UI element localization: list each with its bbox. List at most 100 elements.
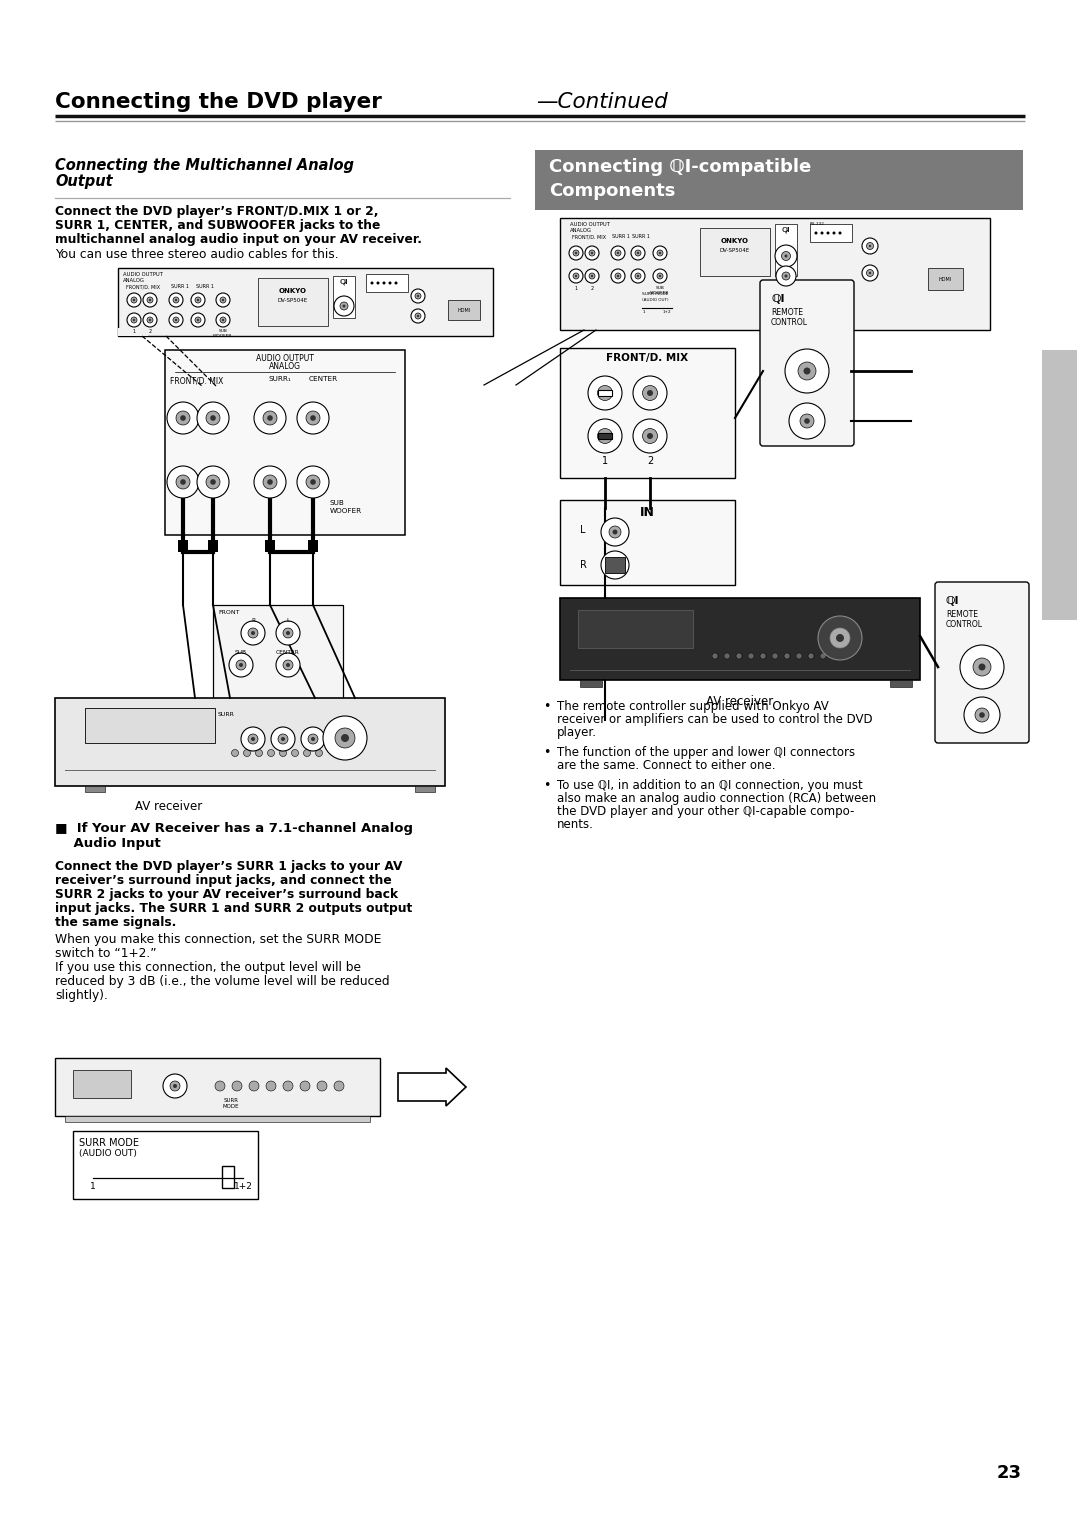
Text: 1+2: 1+2	[663, 310, 672, 313]
Circle shape	[838, 232, 841, 234]
Bar	[213, 707, 343, 762]
Circle shape	[286, 631, 291, 636]
Circle shape	[615, 274, 621, 280]
Circle shape	[814, 232, 818, 234]
Text: multichannel analog audio input on your AV receiver.: multichannel analog audio input on your …	[55, 232, 422, 246]
Circle shape	[657, 274, 663, 280]
Circle shape	[303, 750, 311, 756]
Circle shape	[975, 707, 989, 723]
Circle shape	[615, 251, 621, 257]
Bar	[308, 539, 318, 552]
Text: ■  If Your AV Receiver has a 7.1-channel Analog: ■ If Your AV Receiver has a 7.1-channel …	[55, 822, 413, 834]
Circle shape	[394, 281, 397, 284]
FancyBboxPatch shape	[935, 582, 1029, 743]
Circle shape	[206, 411, 220, 425]
Text: Connect the DVD player’s FRONT/D.MIX 1 or 2,: Connect the DVD player’s FRONT/D.MIX 1 o…	[55, 205, 378, 219]
Circle shape	[149, 299, 151, 301]
Circle shape	[180, 416, 186, 420]
Bar	[448, 299, 480, 319]
Bar	[561, 348, 735, 478]
FancyArrow shape	[399, 1068, 465, 1106]
Text: 1: 1	[90, 1183, 96, 1190]
Text: slightly).: slightly).	[55, 989, 108, 1002]
Circle shape	[635, 251, 642, 257]
Text: AV receiver: AV receiver	[135, 801, 202, 813]
Circle shape	[241, 620, 265, 645]
Text: REMOTE: REMOTE	[771, 309, 804, 316]
Bar	[598, 432, 612, 439]
Circle shape	[575, 252, 577, 254]
Circle shape	[342, 304, 346, 307]
Bar	[265, 539, 275, 552]
Circle shape	[283, 1080, 293, 1091]
Circle shape	[191, 293, 205, 307]
Circle shape	[283, 628, 293, 639]
Circle shape	[573, 274, 579, 280]
Text: The remote controller supplied with Onkyo AV: The remote controller supplied with Onky…	[557, 700, 828, 714]
Circle shape	[569, 246, 583, 260]
Circle shape	[243, 750, 251, 756]
Circle shape	[631, 246, 645, 260]
Bar	[118, 329, 148, 336]
Circle shape	[264, 411, 276, 425]
Circle shape	[647, 432, 653, 439]
Text: If you use this connection, the output level will be: If you use this connection, the output l…	[55, 961, 361, 973]
Text: •: •	[543, 779, 551, 792]
Bar	[208, 539, 218, 552]
Circle shape	[176, 475, 190, 489]
Circle shape	[789, 403, 825, 439]
Text: (AUDIO OUT): (AUDIO OUT)	[79, 1149, 137, 1158]
Circle shape	[868, 272, 872, 274]
Circle shape	[300, 1080, 310, 1091]
Circle shape	[657, 251, 663, 257]
Text: SURR: SURR	[218, 712, 234, 717]
Bar	[213, 605, 343, 704]
Circle shape	[772, 652, 778, 659]
Text: (AUDIO OUT): (AUDIO OUT)	[642, 298, 669, 303]
Bar	[73, 1070, 131, 1099]
Text: R: R	[170, 478, 176, 486]
Circle shape	[147, 316, 153, 322]
Circle shape	[724, 652, 730, 659]
Circle shape	[254, 402, 286, 434]
Circle shape	[617, 252, 619, 254]
Circle shape	[588, 376, 622, 410]
Circle shape	[127, 313, 141, 327]
Circle shape	[643, 385, 658, 400]
Text: R: R	[580, 559, 586, 570]
Circle shape	[280, 750, 286, 756]
Circle shape	[800, 414, 814, 428]
Circle shape	[173, 296, 179, 303]
Bar	[561, 219, 990, 330]
Circle shape	[415, 293, 421, 299]
Text: Output: Output	[55, 174, 112, 189]
Circle shape	[310, 480, 315, 484]
Circle shape	[609, 559, 621, 571]
Circle shape	[168, 313, 183, 327]
Circle shape	[143, 313, 157, 327]
Circle shape	[323, 717, 367, 759]
Circle shape	[617, 275, 619, 277]
Circle shape	[311, 736, 315, 741]
Text: SUB
WOOFER: SUB WOOFER	[330, 500, 362, 513]
Circle shape	[602, 390, 608, 396]
Bar	[333, 277, 355, 318]
Circle shape	[229, 652, 253, 677]
Bar	[85, 785, 105, 792]
Text: SURR MODE: SURR MODE	[642, 292, 669, 296]
Circle shape	[211, 416, 216, 420]
Bar	[65, 1115, 370, 1122]
Text: L: L	[286, 617, 289, 623]
Text: the DVD player and your other ℚI-capable compo-: the DVD player and your other ℚI-capable…	[557, 805, 854, 817]
Circle shape	[589, 274, 595, 280]
Circle shape	[868, 244, 872, 248]
Bar	[1042, 350, 1077, 620]
Circle shape	[782, 272, 789, 280]
Text: CONTROL: CONTROL	[946, 620, 983, 630]
Circle shape	[611, 269, 625, 283]
Circle shape	[611, 246, 625, 260]
Text: are the same. Connect to either one.: are the same. Connect to either one.	[557, 759, 775, 772]
Bar	[561, 597, 920, 680]
Circle shape	[820, 652, 826, 659]
Circle shape	[306, 411, 320, 425]
